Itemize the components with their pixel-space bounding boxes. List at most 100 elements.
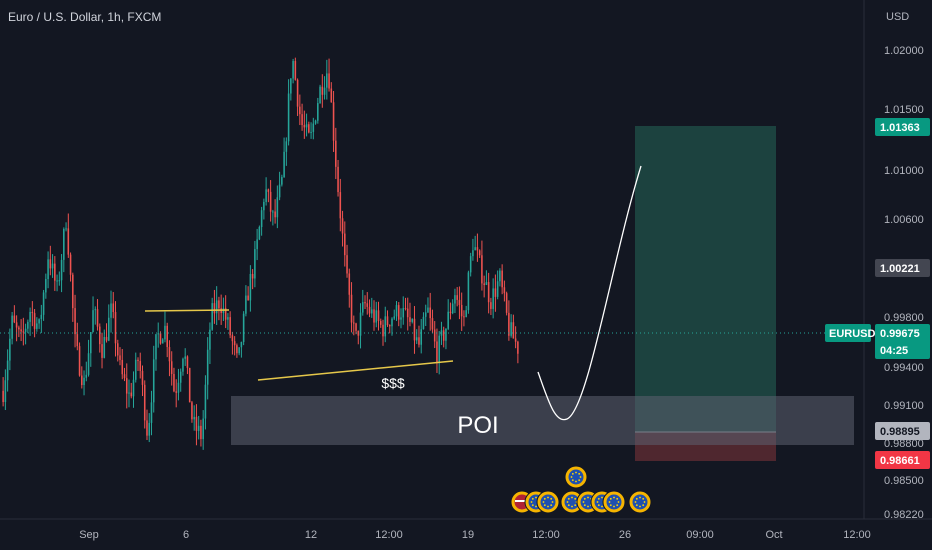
- candle-body[interactable]: [242, 313, 245, 342]
- candle-body[interactable]: [101, 344, 103, 358]
- candle-body[interactable]: [512, 322, 515, 339]
- candle-body[interactable]: [400, 317, 402, 320]
- candle-body[interactable]: [377, 310, 380, 322]
- candle-body[interactable]: [231, 335, 234, 342]
- candle-body[interactable]: [292, 61, 294, 79]
- candle-body[interactable]: [463, 316, 465, 318]
- candle-body[interactable]: [391, 318, 393, 327]
- candle-body[interactable]: [191, 402, 193, 420]
- candle-body[interactable]: [388, 325, 391, 327]
- candle-body[interactable]: [56, 280, 58, 282]
- candle-body[interactable]: [65, 228, 67, 230]
- candle-body[interactable]: [188, 367, 191, 403]
- candle-body[interactable]: [305, 124, 308, 128]
- candle-body[interactable]: [382, 324, 384, 337]
- candle-body[interactable]: [121, 359, 124, 375]
- candle-body[interactable]: [96, 309, 99, 327]
- candle-body[interactable]: [155, 334, 157, 360]
- candle-body[interactable]: [445, 328, 447, 341]
- candle-body[interactable]: [478, 250, 481, 256]
- candle-body[interactable]: [197, 425, 200, 431]
- candle-body[interactable]: [458, 299, 461, 305]
- candle-body[interactable]: [215, 300, 218, 314]
- candle-body[interactable]: [204, 384, 207, 419]
- candle-body[interactable]: [308, 124, 310, 133]
- candle-body[interactable]: [148, 422, 151, 436]
- candle-body[interactable]: [339, 192, 342, 219]
- candle-body[interactable]: [361, 302, 364, 313]
- candle-body[interactable]: [352, 322, 355, 324]
- candle-body[interactable]: [496, 281, 499, 297]
- candle-body[interactable]: [499, 270, 501, 282]
- candle-body[interactable]: [366, 303, 369, 307]
- candle-body[interactable]: [451, 303, 454, 314]
- candle-body[interactable]: [6, 360, 9, 381]
- candle-body[interactable]: [386, 316, 389, 326]
- candle-body[interactable]: [283, 151, 285, 178]
- candle-body[interactable]: [256, 239, 258, 250]
- candle-body[interactable]: [206, 349, 209, 385]
- candle-body[interactable]: [483, 283, 485, 285]
- candle-body[interactable]: [85, 374, 88, 378]
- candle-body[interactable]: [42, 292, 45, 315]
- candle-body[interactable]: [72, 274, 74, 309]
- candle-body[interactable]: [40, 314, 43, 320]
- candle-body[interactable]: [168, 347, 171, 362]
- candle-body[interactable]: [474, 247, 476, 251]
- candle-body[interactable]: [94, 309, 97, 311]
- candle-body[interactable]: [103, 336, 106, 358]
- candle-body[interactable]: [505, 293, 508, 313]
- candle-body[interactable]: [175, 391, 177, 393]
- candle-body[interactable]: [58, 280, 61, 282]
- candle-body[interactable]: [501, 270, 503, 288]
- candle-body[interactable]: [90, 332, 92, 354]
- candle-body[interactable]: [143, 384, 146, 421]
- candle-body[interactable]: [424, 312, 427, 317]
- candle-body[interactable]: [397, 305, 400, 320]
- candle-body[interactable]: [227, 317, 229, 320]
- candle-body[interactable]: [159, 333, 162, 344]
- candle-body[interactable]: [418, 337, 420, 345]
- candle-body[interactable]: [467, 272, 470, 311]
- candle-body[interactable]: [74, 308, 76, 335]
- candle-body[interactable]: [303, 125, 306, 128]
- candle-body[interactable]: [78, 346, 81, 376]
- price-axis[interactable]: USD 1.02000 1.01500 1.01000 1.00600 0.99…: [884, 11, 924, 521]
- candle-body[interactable]: [276, 197, 279, 218]
- candle-body[interactable]: [24, 328, 27, 332]
- candle-body[interactable]: [69, 254, 72, 275]
- candle-body[interactable]: [409, 317, 411, 322]
- candle-body[interactable]: [179, 371, 182, 383]
- candle-body[interactable]: [368, 306, 371, 314]
- candle-body[interactable]: [517, 341, 519, 354]
- candle-body[interactable]: [346, 255, 348, 274]
- candle-body[interactable]: [27, 321, 29, 329]
- candle-body[interactable]: [355, 323, 357, 331]
- candle-body[interactable]: [166, 325, 169, 348]
- candle-body[interactable]: [427, 307, 429, 313]
- candle-body[interactable]: [332, 102, 335, 141]
- candle-body[interactable]: [406, 308, 409, 318]
- candle-body[interactable]: [350, 294, 353, 323]
- candle-body[interactable]: [193, 416, 195, 420]
- candle-body[interactable]: [490, 302, 492, 309]
- candle-body[interactable]: [281, 177, 283, 185]
- candle-body[interactable]: [213, 303, 216, 314]
- candle-body[interactable]: [359, 312, 362, 336]
- candle-body[interactable]: [47, 259, 49, 280]
- candle-body[interactable]: [13, 315, 16, 323]
- candle-body[interactable]: [330, 88, 333, 103]
- candle-body[interactable]: [422, 316, 425, 330]
- candle-body[interactable]: [373, 309, 375, 323]
- candle-body[interactable]: [379, 321, 382, 325]
- candle-body[interactable]: [503, 287, 506, 294]
- candle-body[interactable]: [107, 317, 110, 341]
- candle-body[interactable]: [384, 316, 387, 337]
- candle-body[interactable]: [9, 338, 11, 361]
- candle-body[interactable]: [429, 307, 431, 319]
- projection-curve[interactable]: [537, 165, 642, 421]
- candle-body[interactable]: [485, 282, 488, 285]
- candle-body[interactable]: [182, 358, 184, 372]
- candle-body[interactable]: [4, 380, 7, 403]
